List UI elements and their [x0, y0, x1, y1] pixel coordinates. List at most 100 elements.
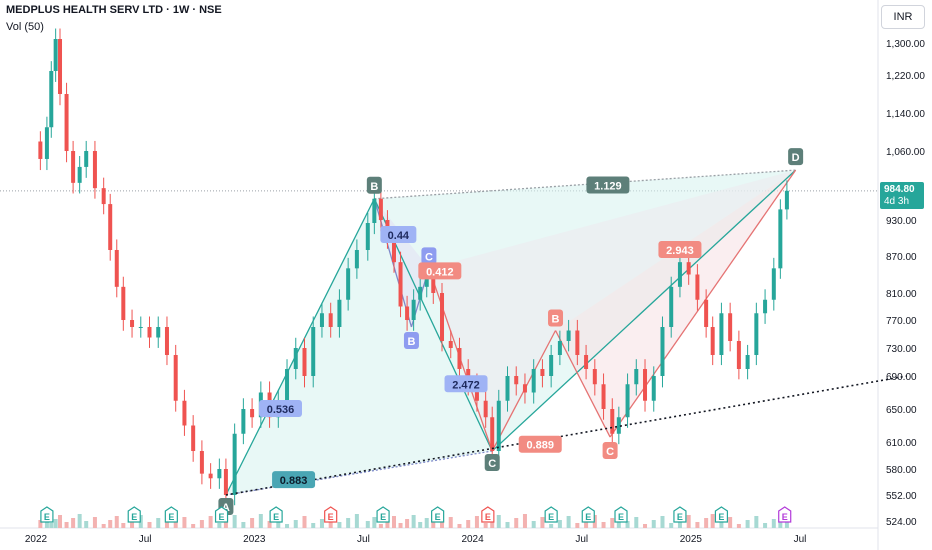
volume-bar [319, 519, 324, 528]
pattern-point-d: D [788, 148, 804, 166]
candle-body [483, 400, 488, 418]
candle-body [686, 262, 691, 275]
candle-body [365, 223, 370, 250]
volume-label: Vol (50) [6, 21, 44, 33]
candle-body [601, 384, 606, 409]
candle-body [514, 376, 519, 385]
svg-text:E: E [219, 512, 225, 522]
inner-point-c: C [421, 247, 437, 265]
candle-body [191, 425, 196, 451]
candle-body [584, 355, 589, 369]
volume-bar [457, 524, 462, 528]
inner-leg-6 [609, 169, 797, 438]
x-tick-label: Jul [357, 534, 370, 545]
svg-text:C: C [425, 251, 433, 263]
x-tick-label: Jul [575, 534, 588, 545]
volume-bar [575, 523, 580, 528]
support-trendline [225, 375, 908, 496]
candle-body [241, 409, 246, 434]
leg-ac-dotted [225, 450, 493, 496]
volume-bar [199, 520, 204, 528]
earnings-marker: E [269, 506, 283, 523]
volume-bar [38, 520, 43, 528]
volume-bar [418, 522, 423, 528]
candle-body [719, 313, 724, 355]
earnings-marker: E [127, 506, 141, 523]
volume-bar [191, 524, 196, 528]
svg-text:E: E [548, 512, 554, 522]
candle-body [114, 250, 119, 287]
svg-text:B: B [370, 181, 378, 193]
volume-bar [728, 517, 733, 528]
leg-cd [491, 169, 797, 452]
volume-bar [584, 519, 589, 528]
candle-body [199, 451, 204, 474]
candle-body [754, 313, 759, 355]
y-tick-label: 524.00 [886, 517, 917, 528]
volume-bar [58, 515, 63, 528]
ratio-label: 0.883 [272, 471, 316, 489]
svg-text:A: A [222, 502, 230, 514]
pattern-point-c: C [484, 454, 500, 471]
volume-bar [311, 523, 316, 528]
volume-bar [745, 520, 750, 528]
y-tick-label: 580.00 [886, 465, 917, 476]
volume-bar [540, 517, 545, 528]
candle-body [285, 369, 290, 401]
candle-body [643, 369, 648, 401]
earnings-marker: E [778, 506, 792, 523]
candle-body [354, 250, 359, 269]
candle-body [575, 330, 580, 355]
inner-point-c: C [602, 442, 618, 460]
candle-body [302, 348, 307, 376]
volume-bar [710, 514, 715, 528]
candle-body [138, 327, 143, 328]
volume-bar [625, 521, 630, 528]
svg-text:E: E [618, 512, 624, 522]
candle-body [540, 369, 545, 376]
currency-button[interactable]: INR [881, 5, 925, 29]
volume-bar [440, 521, 445, 528]
candle-body [250, 409, 255, 418]
candle-body [669, 286, 674, 327]
volume-bar [232, 515, 237, 528]
candle-body [164, 327, 169, 355]
svg-text:0.889: 0.889 [526, 440, 554, 452]
volume-bar [182, 517, 187, 528]
volume-bar [372, 517, 377, 528]
y-tick-label: 650.00 [886, 405, 917, 416]
volume-bar [130, 519, 135, 528]
volume-bar [634, 517, 639, 528]
volume-bar [337, 522, 342, 528]
volume-bar [64, 522, 69, 528]
volume-bar [53, 519, 58, 528]
candle-body [44, 127, 49, 159]
ratio-label: 2.472 [444, 375, 488, 393]
last-price: 984.80 [884, 184, 915, 195]
candle-body [710, 327, 715, 355]
volume-bar [173, 521, 178, 528]
volume-bar [365, 521, 370, 528]
candle-body [695, 274, 700, 300]
candle-body [418, 286, 423, 300]
y-tick-label: 930.00 [886, 216, 917, 227]
volume-bar [601, 522, 606, 528]
volume-bar [258, 514, 263, 528]
candle-body [660, 327, 665, 376]
ratio-label: 0.44 [380, 226, 417, 243]
svg-text:E: E [328, 512, 334, 522]
volume-bar [156, 518, 161, 528]
volume-bar [695, 522, 700, 528]
candle-body [736, 341, 741, 369]
bar-countdown: 4d 3h [884, 196, 910, 207]
candle-body [398, 262, 403, 307]
volume-bar [736, 524, 741, 528]
volume-bar [71, 518, 76, 528]
volume-bar [385, 520, 390, 528]
svg-text:0.883: 0.883 [280, 475, 308, 487]
volume-bar [660, 516, 665, 528]
volume-bar [522, 514, 527, 528]
ratio-label: 0.889 [518, 435, 562, 453]
svg-text:E: E [585, 512, 591, 522]
